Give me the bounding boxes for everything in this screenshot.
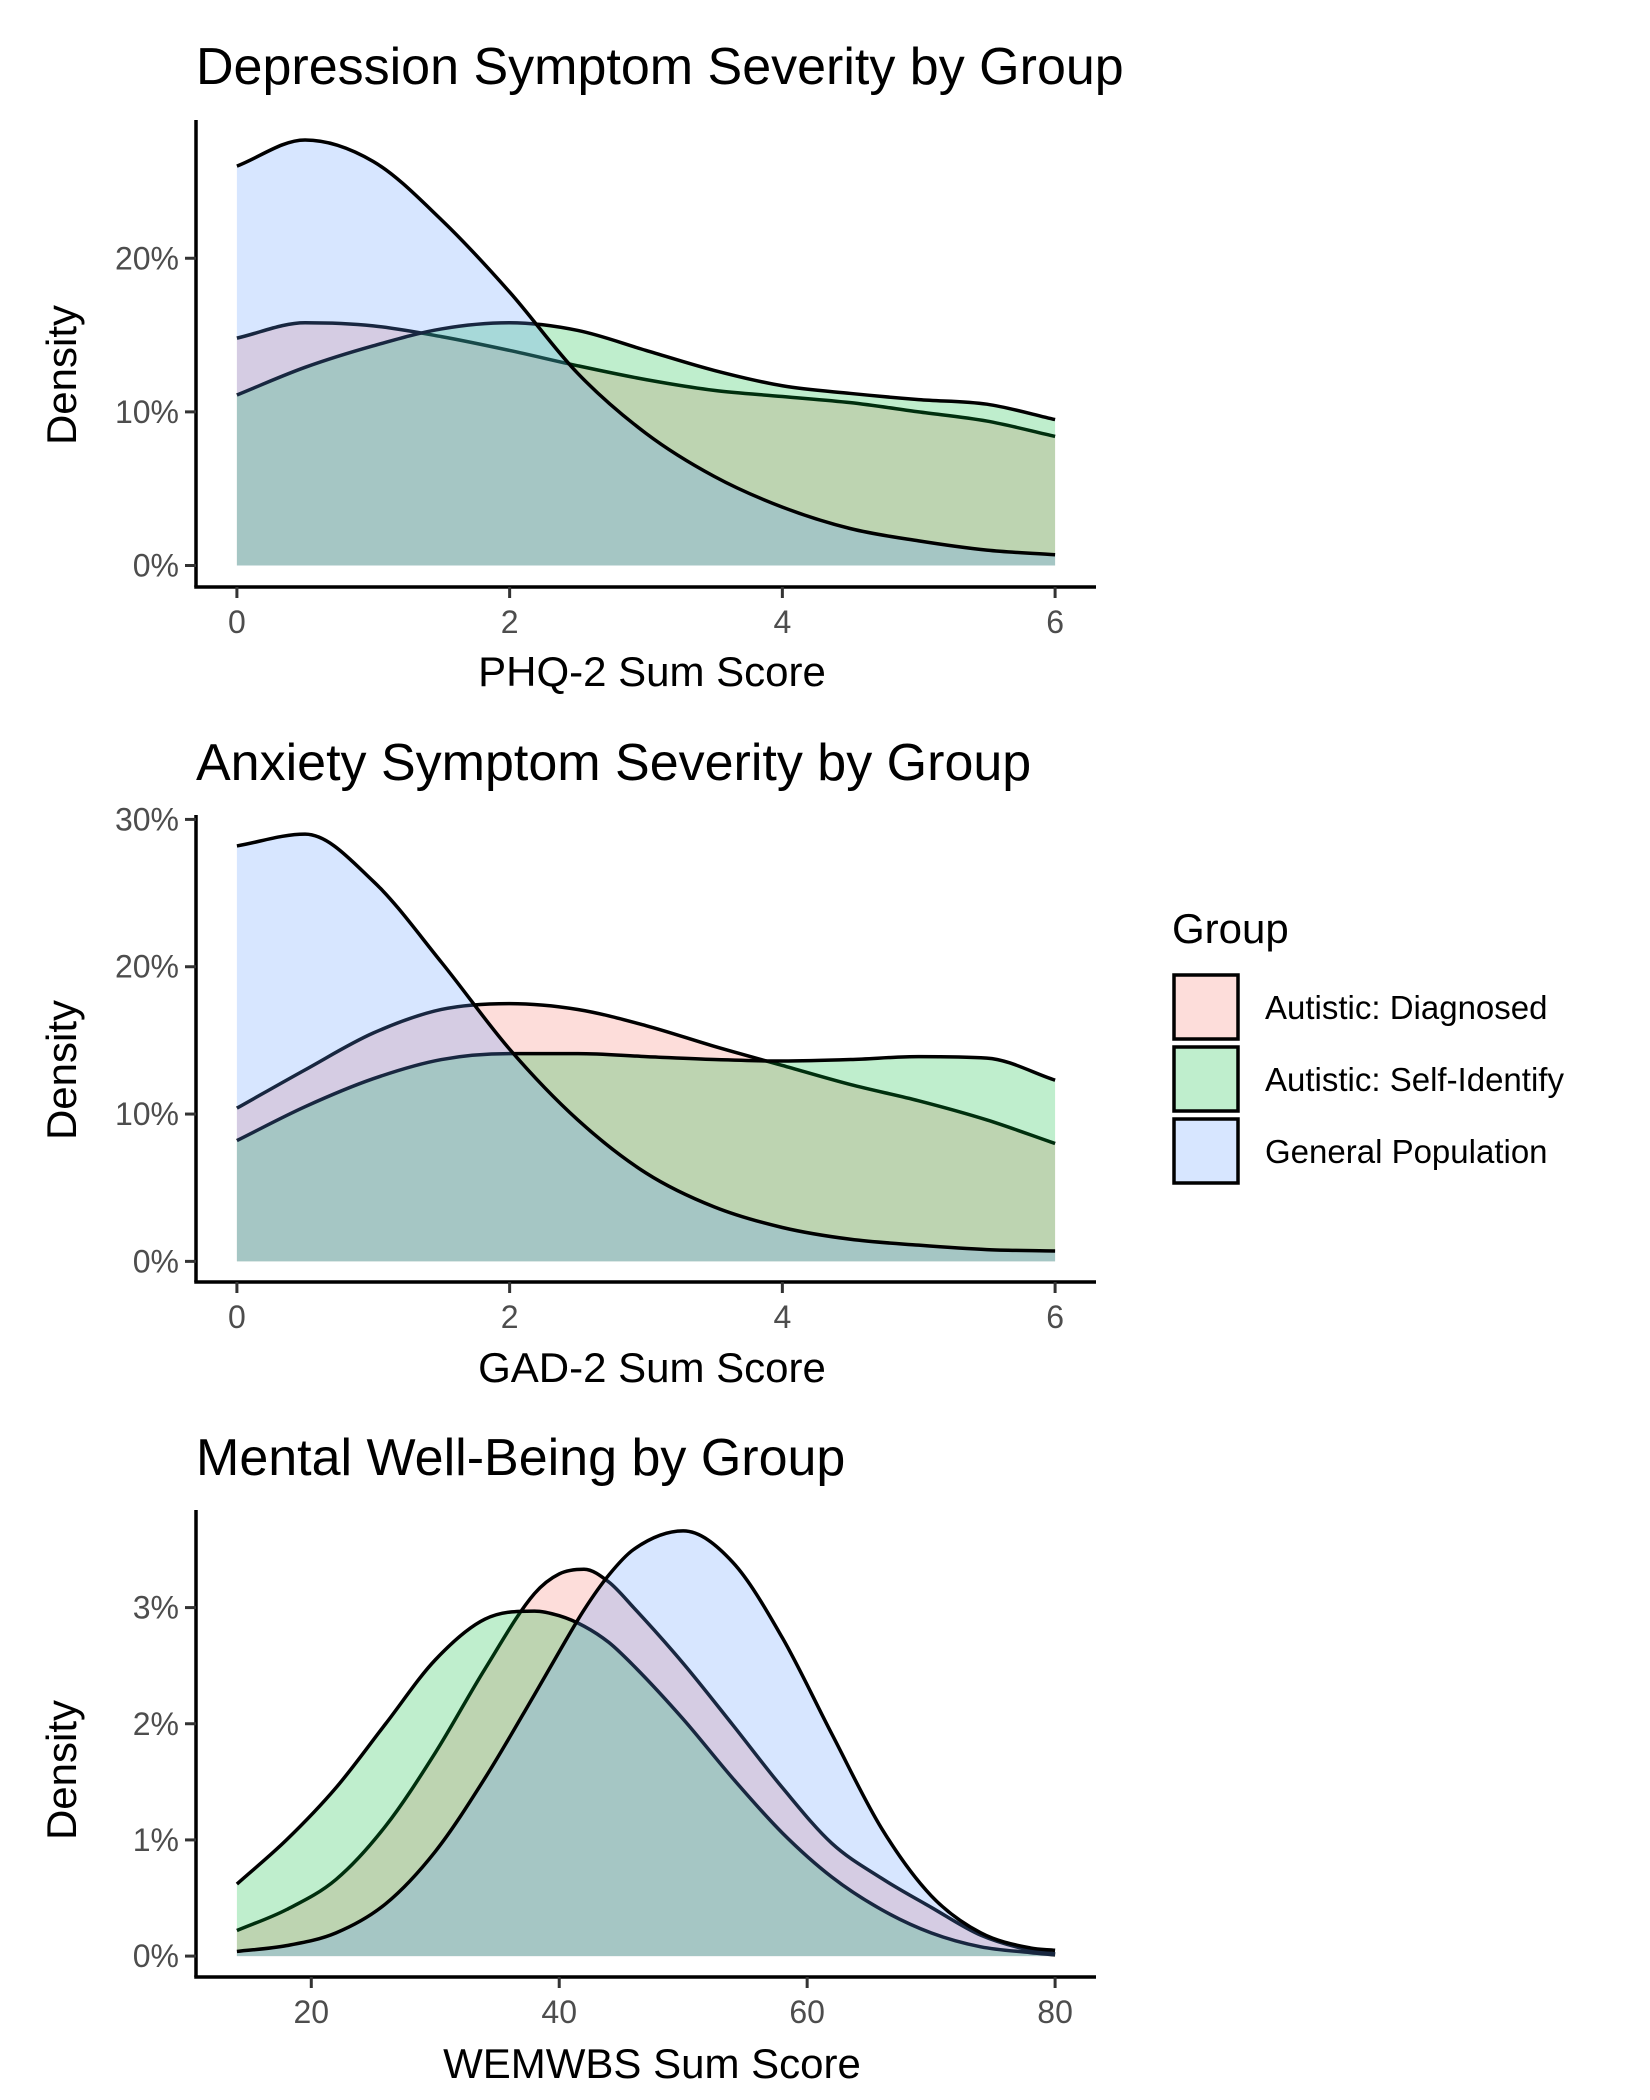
legend-entry-autistic-self-identify: Autistic: Self-Identify [1172,1045,1564,1113]
x-tick-label: 0 [228,1299,246,1335]
series-autistic-diagnosed [236,321,1056,566]
legend-key [1172,1045,1240,1113]
x-tick-label: 2 [501,1299,519,1335]
density-line-general-population [236,1529,1056,1954]
legend-key [1172,1117,1240,1185]
density-area-autistic-self-identify [236,322,1056,566]
plot-area: 0 2 4 6 0% 10% 20% [115,120,1096,640]
density-area-autistic-diagnosed [236,1003,1056,1262]
x-tick-label: 2 [501,604,519,640]
legend-title: Group [1172,905,1289,952]
density-line-autistic-self-identify [235,1609,1056,1957]
x-axis-title: WEMWBS Sum Score [443,2040,861,2087]
legend-label: Autistic: Self-Identify [1265,1061,1564,1098]
density-area-autistic-self-identify [236,1053,1056,1262]
plot-area: 0 2 4 6 0% 10% 20% 30% [115,801,1096,1335]
series-autistic-self-identify [236,321,1056,566]
x-tick-label: 40 [541,1994,577,2030]
density-line-autistic-diagnosed [236,1567,1056,1956]
y-tick-label: 10% [115,1096,179,1132]
density-area-general-population [236,1530,1056,1957]
y-tick-label: 10% [115,394,179,430]
panel-title: Mental Well-Being by Group [196,1429,845,1487]
y-tick-label: 0% [133,547,179,583]
x-tick-label: 80 [1037,1994,1073,2030]
y-tick-label: 30% [115,801,179,837]
y-tick-label: 3% [133,1590,179,1626]
y-axis-title: Density [38,1700,85,1840]
y-axis-title: Density [38,305,85,445]
y-tick-label: 20% [115,949,179,985]
panel-title: Anxiety Symptom Severity by Group [196,734,1031,792]
legend-entry-autistic-diagnosed: Autistic: Diagnosed [1172,973,1547,1041]
density-line-autistic-self-identify [236,1051,1056,1143]
series-autistic-self-identify [235,1609,1056,1957]
legend: Group Autistic: Diagnosed Autistic: Self-… [1172,905,1564,1185]
y-axis-title: Density [38,1000,85,1140]
density-line-general-population [236,138,1056,557]
x-tick-label: 6 [1046,604,1064,640]
plot-area: 20 40 60 80 0% 1% 2% 3% [133,1510,1096,2030]
y-tick-label: 0% [133,1243,179,1279]
density-line-autistic-self-identify [236,321,1056,422]
legend-label: Autistic: Diagnosed [1265,989,1547,1026]
x-tick-label: 6 [1046,1299,1064,1335]
density-area-autistic-diagnosed [236,322,1056,566]
series-autistic-self-identify [236,1051,1056,1262]
x-tick-label: 4 [773,604,791,640]
y-tick-label: 20% [115,240,179,276]
x-axis-title: GAD-2 Sum Score [478,1344,826,1391]
series-general-population [236,138,1056,566]
series-autistic-diagnosed [236,1001,1056,1262]
x-tick-label: 0 [228,604,246,640]
panel-title: Depression Symptom Severity by Group [196,38,1124,96]
density-line-autistic-diagnosed [236,321,1056,439]
series-general-population [236,832,1056,1262]
x-tick-label: 4 [773,1299,791,1335]
density-line-autistic-diagnosed [236,1001,1056,1146]
y-tick-label: 0% [133,1938,179,1974]
legend-key [1172,973,1240,1041]
density-area-general-population [236,834,1056,1262]
anxiety-panel: Anxiety Symptom Severity by Group Densit… [38,734,1096,1391]
series-general-population [236,1529,1056,1957]
wellbeing-panel: Mental Well-Being by Group Density WEMWB… [38,1429,1096,2087]
legend-label: General Population [1265,1133,1548,1170]
legend-entry-general-population: General Population [1172,1117,1548,1185]
y-tick-label: 2% [133,1706,179,1742]
density-area-general-population [236,139,1056,566]
x-axis-title: PHQ-2 Sum Score [478,648,826,695]
y-tick-label: 1% [133,1822,179,1858]
density-line-general-population [236,832,1056,1253]
depression-panel: Depression Symptom Severity by Group Den… [38,38,1124,695]
series-autistic-diagnosed [236,1567,1056,1957]
x-tick-label: 60 [789,1994,825,2030]
density-area-autistic-self-identify [236,1611,1056,1957]
x-tick-label: 20 [293,1994,329,2030]
